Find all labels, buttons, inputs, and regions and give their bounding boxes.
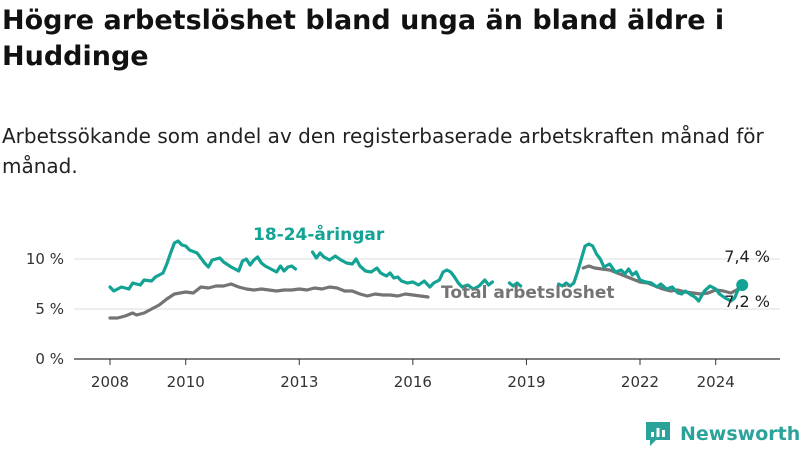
brand-logo[interactable]: Newsworthy bbox=[644, 419, 800, 449]
newsworthy-logo-icon bbox=[646, 422, 670, 446]
x-tick-label-2022: 2022 bbox=[621, 373, 659, 391]
x-tick-label-2013: 2013 bbox=[280, 373, 318, 391]
x-tick-label-2024: 2024 bbox=[697, 373, 735, 391]
series-line-youth-3 bbox=[507, 281, 523, 288]
series-line-youth-4 bbox=[557, 242, 744, 303]
end-value-total: 7,2 % bbox=[724, 292, 770, 311]
chart-subtitle: Arbetssökande som andel av den registerb… bbox=[2, 124, 764, 178]
x-tick-label-2008: 2008 bbox=[91, 373, 129, 391]
x-tick-label-2010: 2010 bbox=[167, 373, 205, 391]
series-line-youth-1 bbox=[108, 239, 298, 293]
brand-name: Newsworthy bbox=[680, 423, 800, 445]
series-label-total: Total arbetslöshet bbox=[441, 283, 615, 303]
y-tick-label-5: 5 % bbox=[35, 300, 64, 318]
series-line-total-1 bbox=[108, 282, 430, 320]
y-axis-ticks: 0 % 5 % 10 % bbox=[26, 250, 64, 368]
y-tick-label-10: 10 % bbox=[26, 250, 64, 268]
chart-title: Högre arbetslöshet bland unga än bland ä… bbox=[2, 5, 725, 72]
x-axis-ticks: 2008 2010 2013 2016 2019 2022 2024 bbox=[91, 359, 735, 391]
y-tick-label-0: 0 % bbox=[35, 350, 64, 368]
series-line-youth-2 bbox=[310, 250, 494, 291]
gridlines bbox=[74, 258, 780, 310]
end-point-marker bbox=[736, 279, 749, 291]
x-tick-label-2016: 2016 bbox=[394, 373, 432, 391]
series-lines bbox=[108, 239, 744, 320]
x-tick-label-2019: 2019 bbox=[507, 373, 545, 391]
series-label-youth: 18-24-åringar bbox=[253, 223, 385, 245]
end-value-youth: 7,4 % bbox=[724, 247, 770, 266]
